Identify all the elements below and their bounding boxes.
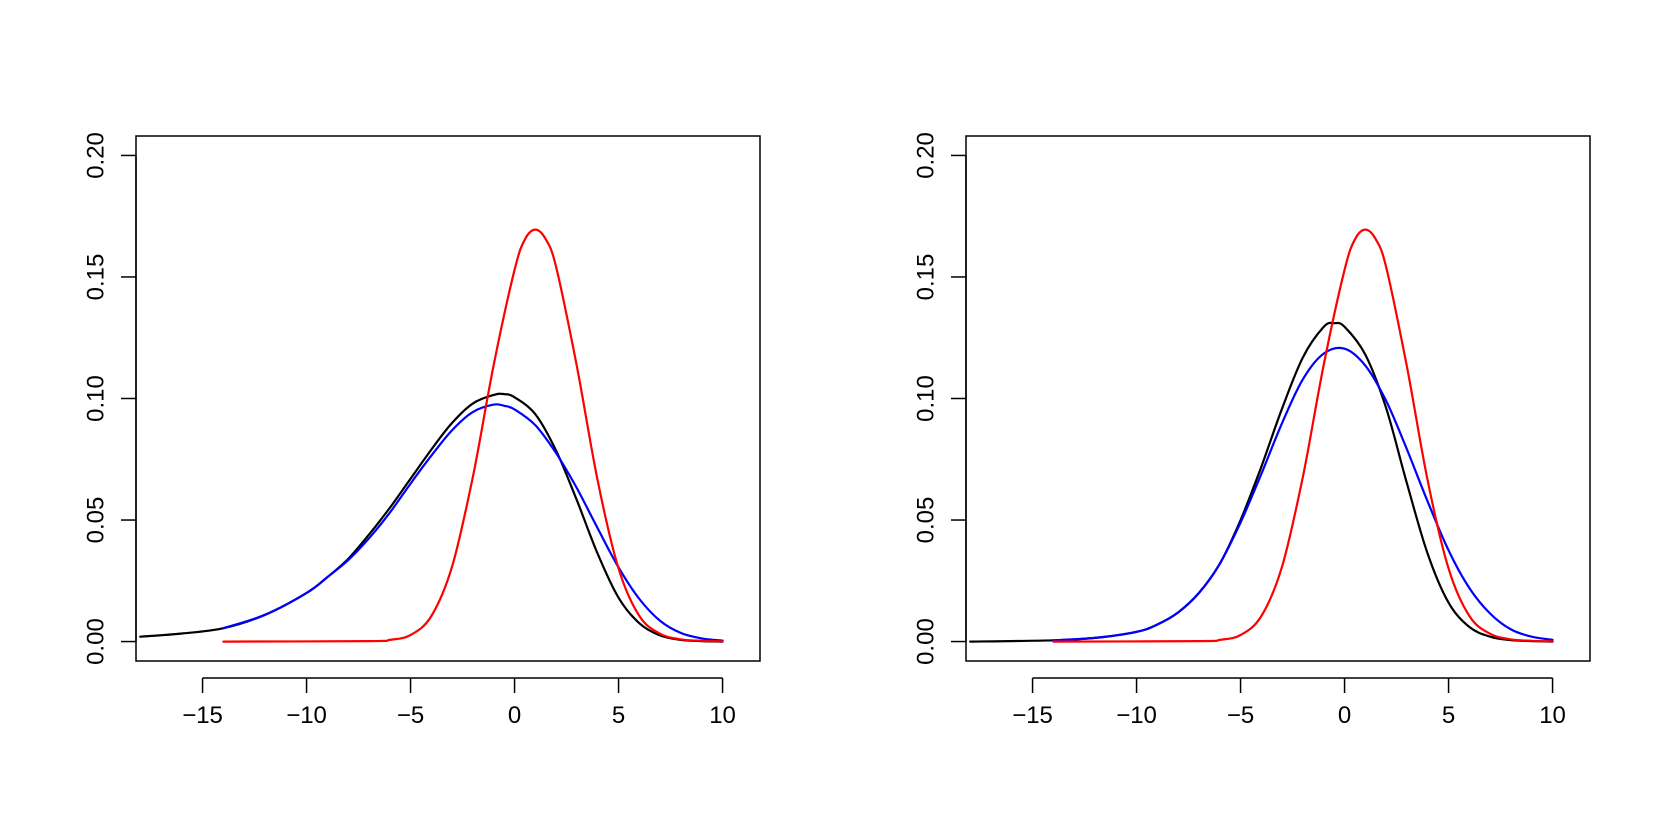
x-tick-label: −5 — [1227, 702, 1254, 729]
x-tick-label: −10 — [286, 702, 327, 729]
y-tick-label: 0.00 — [913, 618, 940, 665]
x-tick-label: −15 — [182, 702, 223, 729]
y-tick-label: 0.10 — [83, 375, 110, 422]
y-tick-label: 0.05 — [83, 497, 110, 544]
y-tick-label: 0.15 — [83, 254, 110, 301]
y-tick-label: 0.15 — [913, 254, 940, 301]
series-line-1 — [969, 321, 1554, 643]
series-line-2 — [1052, 346, 1554, 642]
x-tick-label: 5 — [1442, 702, 1455, 729]
y-tick-label: 0.05 — [913, 497, 940, 544]
series-line-3 — [1052, 228, 1554, 643]
x-tick-label: −10 — [1116, 702, 1157, 729]
series-line-2 — [222, 403, 724, 642]
y-tick-label: 0.20 — [913, 132, 940, 179]
chart-panel-1: −15 −10 −5 0 5 10 0.00 0.05 0.10 0.15 0.20 — [83, 132, 761, 729]
chart-panel-2: −15 −10 −5 0 5 10 0.00 0.05 0.10 0.15 0.20 — [913, 132, 1591, 729]
x-tick-label: 5 — [612, 702, 625, 729]
y-tick-label: 0.00 — [83, 618, 110, 665]
x-tick-label: −15 — [1012, 702, 1053, 729]
x-tick-label: 10 — [1539, 702, 1566, 729]
x-tick-label: 0 — [508, 702, 521, 729]
x-tick-label: 0 — [1338, 702, 1351, 729]
y-tick-label: 0.20 — [83, 132, 110, 179]
series-line-1 — [139, 392, 724, 643]
x-tick-label: −5 — [397, 702, 424, 729]
series-line-3 — [222, 228, 724, 643]
y-tick-label: 0.10 — [913, 375, 940, 422]
x-tick-label: 10 — [709, 702, 736, 729]
